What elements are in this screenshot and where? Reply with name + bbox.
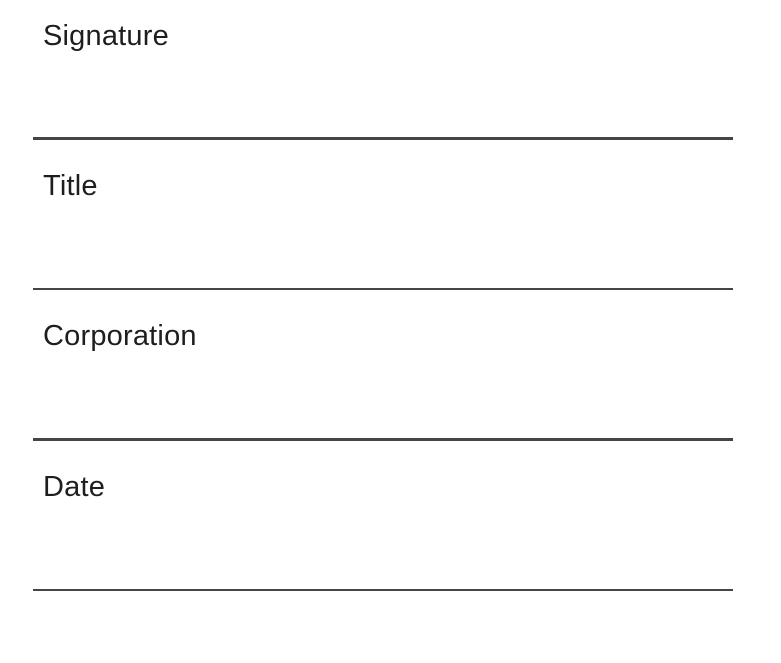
date-blank-line bbox=[33, 588, 733, 591]
date-field-label: Date bbox=[43, 470, 106, 503]
corporation-field-label: Corporation bbox=[43, 320, 197, 352]
title-blank-line bbox=[33, 287, 733, 290]
title-field-label: Title bbox=[43, 169, 98, 202]
corporation-blank-line bbox=[33, 438, 733, 441]
field-signature: Signature bbox=[33, 20, 733, 140]
field-title: Title bbox=[33, 169, 733, 290]
field-corporation: Corporation bbox=[33, 320, 733, 441]
signature-form-block: Signature Title Corporation Date bbox=[33, 0, 733, 591]
field-date: Date bbox=[33, 470, 733, 591]
signature-blank-line bbox=[33, 137, 733, 140]
signature-field-label: Signature bbox=[43, 20, 169, 52]
